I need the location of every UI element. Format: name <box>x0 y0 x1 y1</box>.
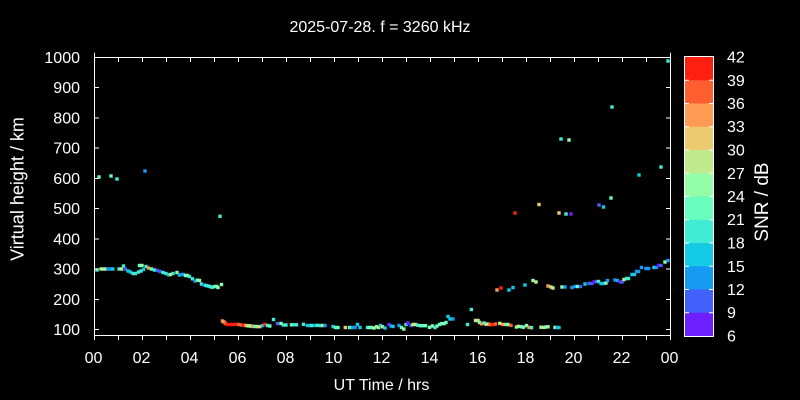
svg-text:06: 06 <box>229 350 247 367</box>
svg-text:10: 10 <box>325 350 343 367</box>
svg-text:21: 21 <box>727 212 745 229</box>
svg-text:12: 12 <box>373 350 391 367</box>
svg-text:12: 12 <box>727 282 745 299</box>
svg-text:39: 39 <box>727 73 745 90</box>
svg-text:900: 900 <box>53 80 80 97</box>
svg-text:18: 18 <box>727 236 745 253</box>
svg-text:00: 00 <box>661 350 679 367</box>
svg-text:400: 400 <box>53 232 80 249</box>
svg-text:08: 08 <box>277 350 295 367</box>
svg-text:Virtual height / km: Virtual height / km <box>8 117 28 261</box>
svg-text:500: 500 <box>53 201 80 218</box>
svg-text:24: 24 <box>727 189 745 206</box>
svg-text:22: 22 <box>613 350 631 367</box>
svg-text:15: 15 <box>727 259 745 276</box>
svg-text:UT Time / hrs: UT Time / hrs <box>334 377 430 394</box>
svg-text:6: 6 <box>727 329 736 346</box>
svg-text:02: 02 <box>133 350 151 367</box>
svg-text:100: 100 <box>53 322 80 339</box>
svg-text:20: 20 <box>565 350 583 367</box>
svg-text:800: 800 <box>53 111 80 128</box>
svg-text:16: 16 <box>469 350 487 367</box>
svg-text:04: 04 <box>181 350 199 367</box>
svg-text:9: 9 <box>727 305 736 322</box>
svg-text:700: 700 <box>53 141 80 158</box>
svg-text:18: 18 <box>517 350 535 367</box>
svg-text:200: 200 <box>53 292 80 309</box>
svg-text:36: 36 <box>727 96 745 113</box>
svg-text:33: 33 <box>727 119 745 136</box>
svg-text:300: 300 <box>53 262 80 279</box>
svg-text:14: 14 <box>421 350 439 367</box>
svg-text:27: 27 <box>727 166 745 183</box>
svg-text:30: 30 <box>727 143 745 160</box>
svg-text:2025-07-28. f = 3260 kHz: 2025-07-28. f = 3260 kHz <box>289 19 470 36</box>
svg-text:00: 00 <box>85 350 103 367</box>
svg-text:1000: 1000 <box>44 50 80 67</box>
svg-text:42: 42 <box>727 50 745 67</box>
svg-text:600: 600 <box>53 171 80 188</box>
svg-text:SNR / dB: SNR / dB <box>752 162 773 241</box>
